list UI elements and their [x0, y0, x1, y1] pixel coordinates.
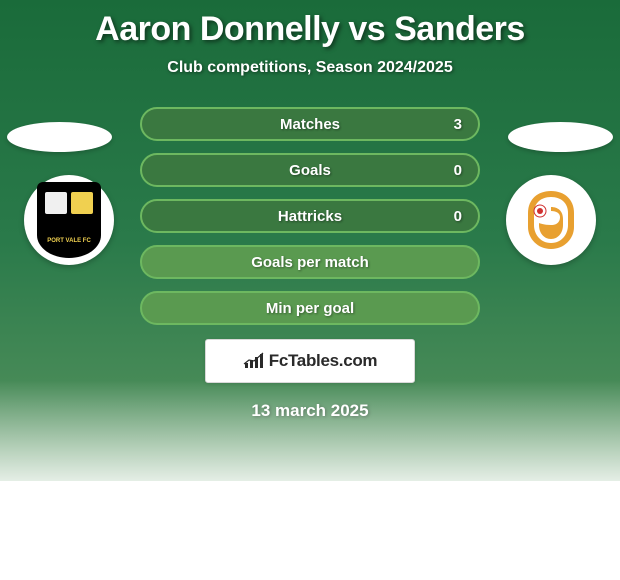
brand-attribution[interactable]: FcTables.com — [205, 339, 415, 383]
player-photo-right — [508, 122, 613, 152]
stat-value: 0 — [454, 162, 462, 179]
stat-value: 3 — [454, 116, 462, 133]
crest-text: PORT VALE FC — [47, 238, 91, 244]
stats-list: Matches 3 Goals 0 Hattricks 0 Goals per … — [140, 107, 480, 325]
bar-chart-icon — [243, 352, 265, 370]
stat-label: Goals per match — [251, 254, 369, 271]
comparison-card: Aaron Donnelly vs Sanders Club competiti… — [0, 0, 620, 481]
page-title: Aaron Donnelly vs Sanders — [0, 10, 620, 49]
stat-label: Hattricks — [278, 208, 342, 225]
port-vale-crest-icon: PORT VALE FC — [37, 182, 101, 258]
subtitle: Club competitions, Season 2024/2025 — [0, 59, 620, 77]
stat-label: Matches — [280, 116, 340, 133]
stat-row-goals: Goals 0 — [140, 153, 480, 187]
club-logo-right — [506, 175, 596, 265]
stat-row-min-per-goal: Min per goal — [140, 291, 480, 325]
player-photo-left — [7, 122, 112, 152]
stat-value: 0 — [454, 208, 462, 225]
stat-row-goals-per-match: Goals per match — [140, 245, 480, 279]
mk-dons-crest-icon — [516, 185, 586, 255]
stat-row-matches: Matches 3 — [140, 107, 480, 141]
stat-row-hattricks: Hattricks 0 — [140, 199, 480, 233]
club-logo-left: PORT VALE FC — [24, 175, 114, 265]
stat-label: Min per goal — [266, 300, 354, 317]
date-text: 13 march 2025 — [0, 401, 620, 421]
stat-label: Goals — [289, 162, 331, 179]
brand-text: FcTables.com — [269, 351, 378, 371]
